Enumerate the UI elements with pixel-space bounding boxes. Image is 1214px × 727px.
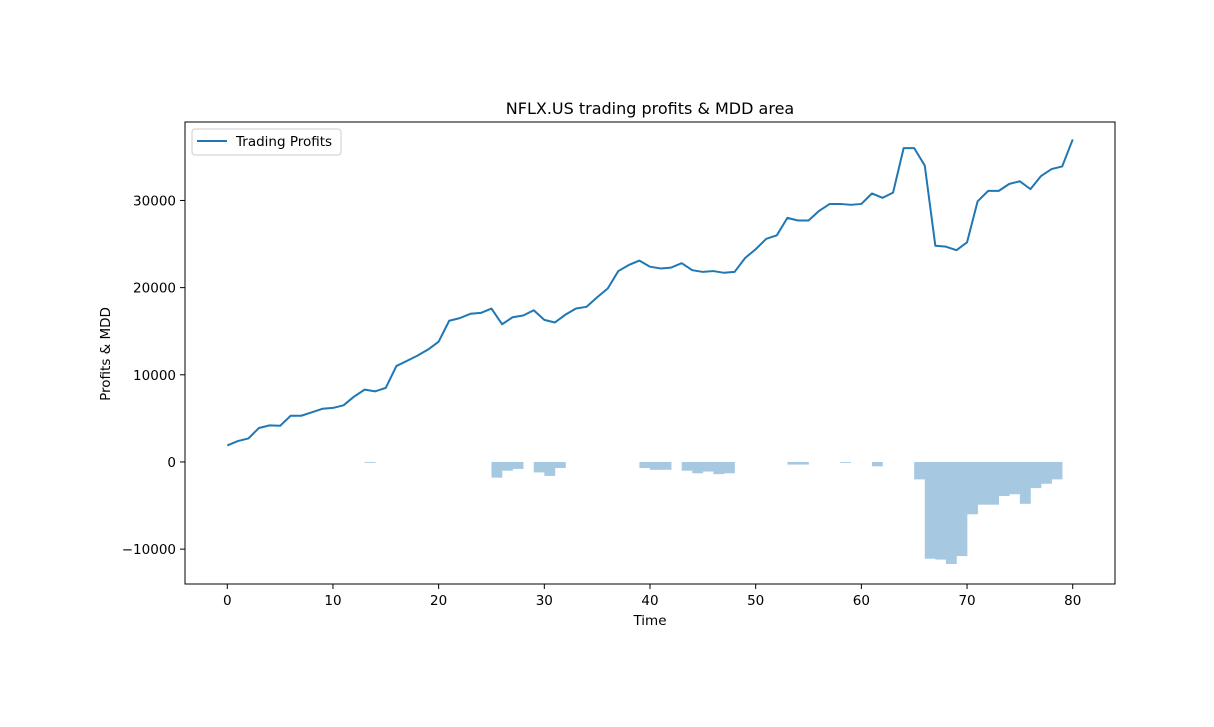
mdd-bar — [639, 461, 651, 469]
x-tick-label: 40 — [641, 593, 658, 609]
mdd-bar — [1019, 461, 1031, 504]
mdd-bar — [945, 461, 957, 564]
y-axis-ticks: −10000 0 10000 20000 30000 — [122, 193, 185, 558]
mdd-bar — [1030, 461, 1042, 489]
mdd-area — [364, 461, 1063, 564]
mdd-bar — [977, 461, 989, 505]
mdd-bar — [787, 461, 799, 465]
mdd-bar — [364, 461, 376, 463]
mdd-bar — [660, 461, 672, 470]
mdd-bar — [914, 461, 926, 480]
mdd-bar — [998, 461, 1010, 496]
mdd-bar — [681, 461, 693, 471]
legend-label: Trading Profits — [235, 134, 332, 150]
mdd-bar — [840, 461, 852, 463]
mdd-bar — [544, 461, 556, 476]
mdd-bar — [723, 461, 735, 474]
x-tick-label: 20 — [430, 593, 447, 609]
mdd-bar — [650, 461, 661, 470]
mdd-bar — [491, 461, 503, 478]
mdd-bar — [988, 461, 1000, 505]
y-axis-label: Profits & MDD — [98, 307, 114, 401]
x-tick-label: 30 — [536, 593, 553, 609]
mdd-bar — [956, 461, 968, 557]
mdd-bar — [935, 461, 947, 560]
mdd-bar — [1051, 461, 1063, 480]
x-tick-label: 10 — [324, 593, 341, 609]
legend: Trading Profits — [191, 128, 342, 156]
mdd-bar — [554, 461, 566, 469]
trading-profits-line — [226, 139, 1074, 447]
mdd-bar — [702, 461, 714, 472]
legend-box — [191, 128, 342, 156]
mdd-bar — [797, 461, 809, 465]
profits-line-layer — [226, 139, 1074, 447]
chart-title: NFLX.US trading profits & MDD area — [506, 99, 794, 118]
x-tick-label: 0 — [223, 593, 232, 609]
mdd-bar — [692, 461, 704, 474]
mdd-bar — [924, 461, 936, 559]
y-tick-label: 20000 — [133, 281, 176, 297]
mdd-bar — [713, 461, 725, 475]
x-tick-label: 60 — [853, 593, 870, 609]
y-tick-label: 10000 — [133, 368, 176, 384]
mdd-bar — [502, 461, 513, 471]
x-tick-label: 50 — [747, 593, 764, 609]
mdd-bar — [533, 461, 545, 473]
y-tick-label: −10000 — [122, 542, 176, 558]
x-tick-label: 70 — [958, 593, 975, 609]
mdd-bar — [967, 461, 978, 515]
y-tick-label: 0 — [167, 455, 176, 471]
mdd-bar — [1041, 461, 1052, 484]
x-tick-label: 80 — [1064, 593, 1081, 609]
mdd-bar — [1009, 461, 1021, 495]
x-axis-label: Time — [632, 613, 666, 629]
mdd-bar — [871, 461, 883, 467]
x-axis-ticks: 0 10 20 30 40 50 60 70 80 — [223, 584, 1081, 609]
y-tick-label: 30000 — [133, 193, 176, 209]
plot-area — [226, 139, 1074, 564]
mdd-bar — [512, 461, 524, 469]
